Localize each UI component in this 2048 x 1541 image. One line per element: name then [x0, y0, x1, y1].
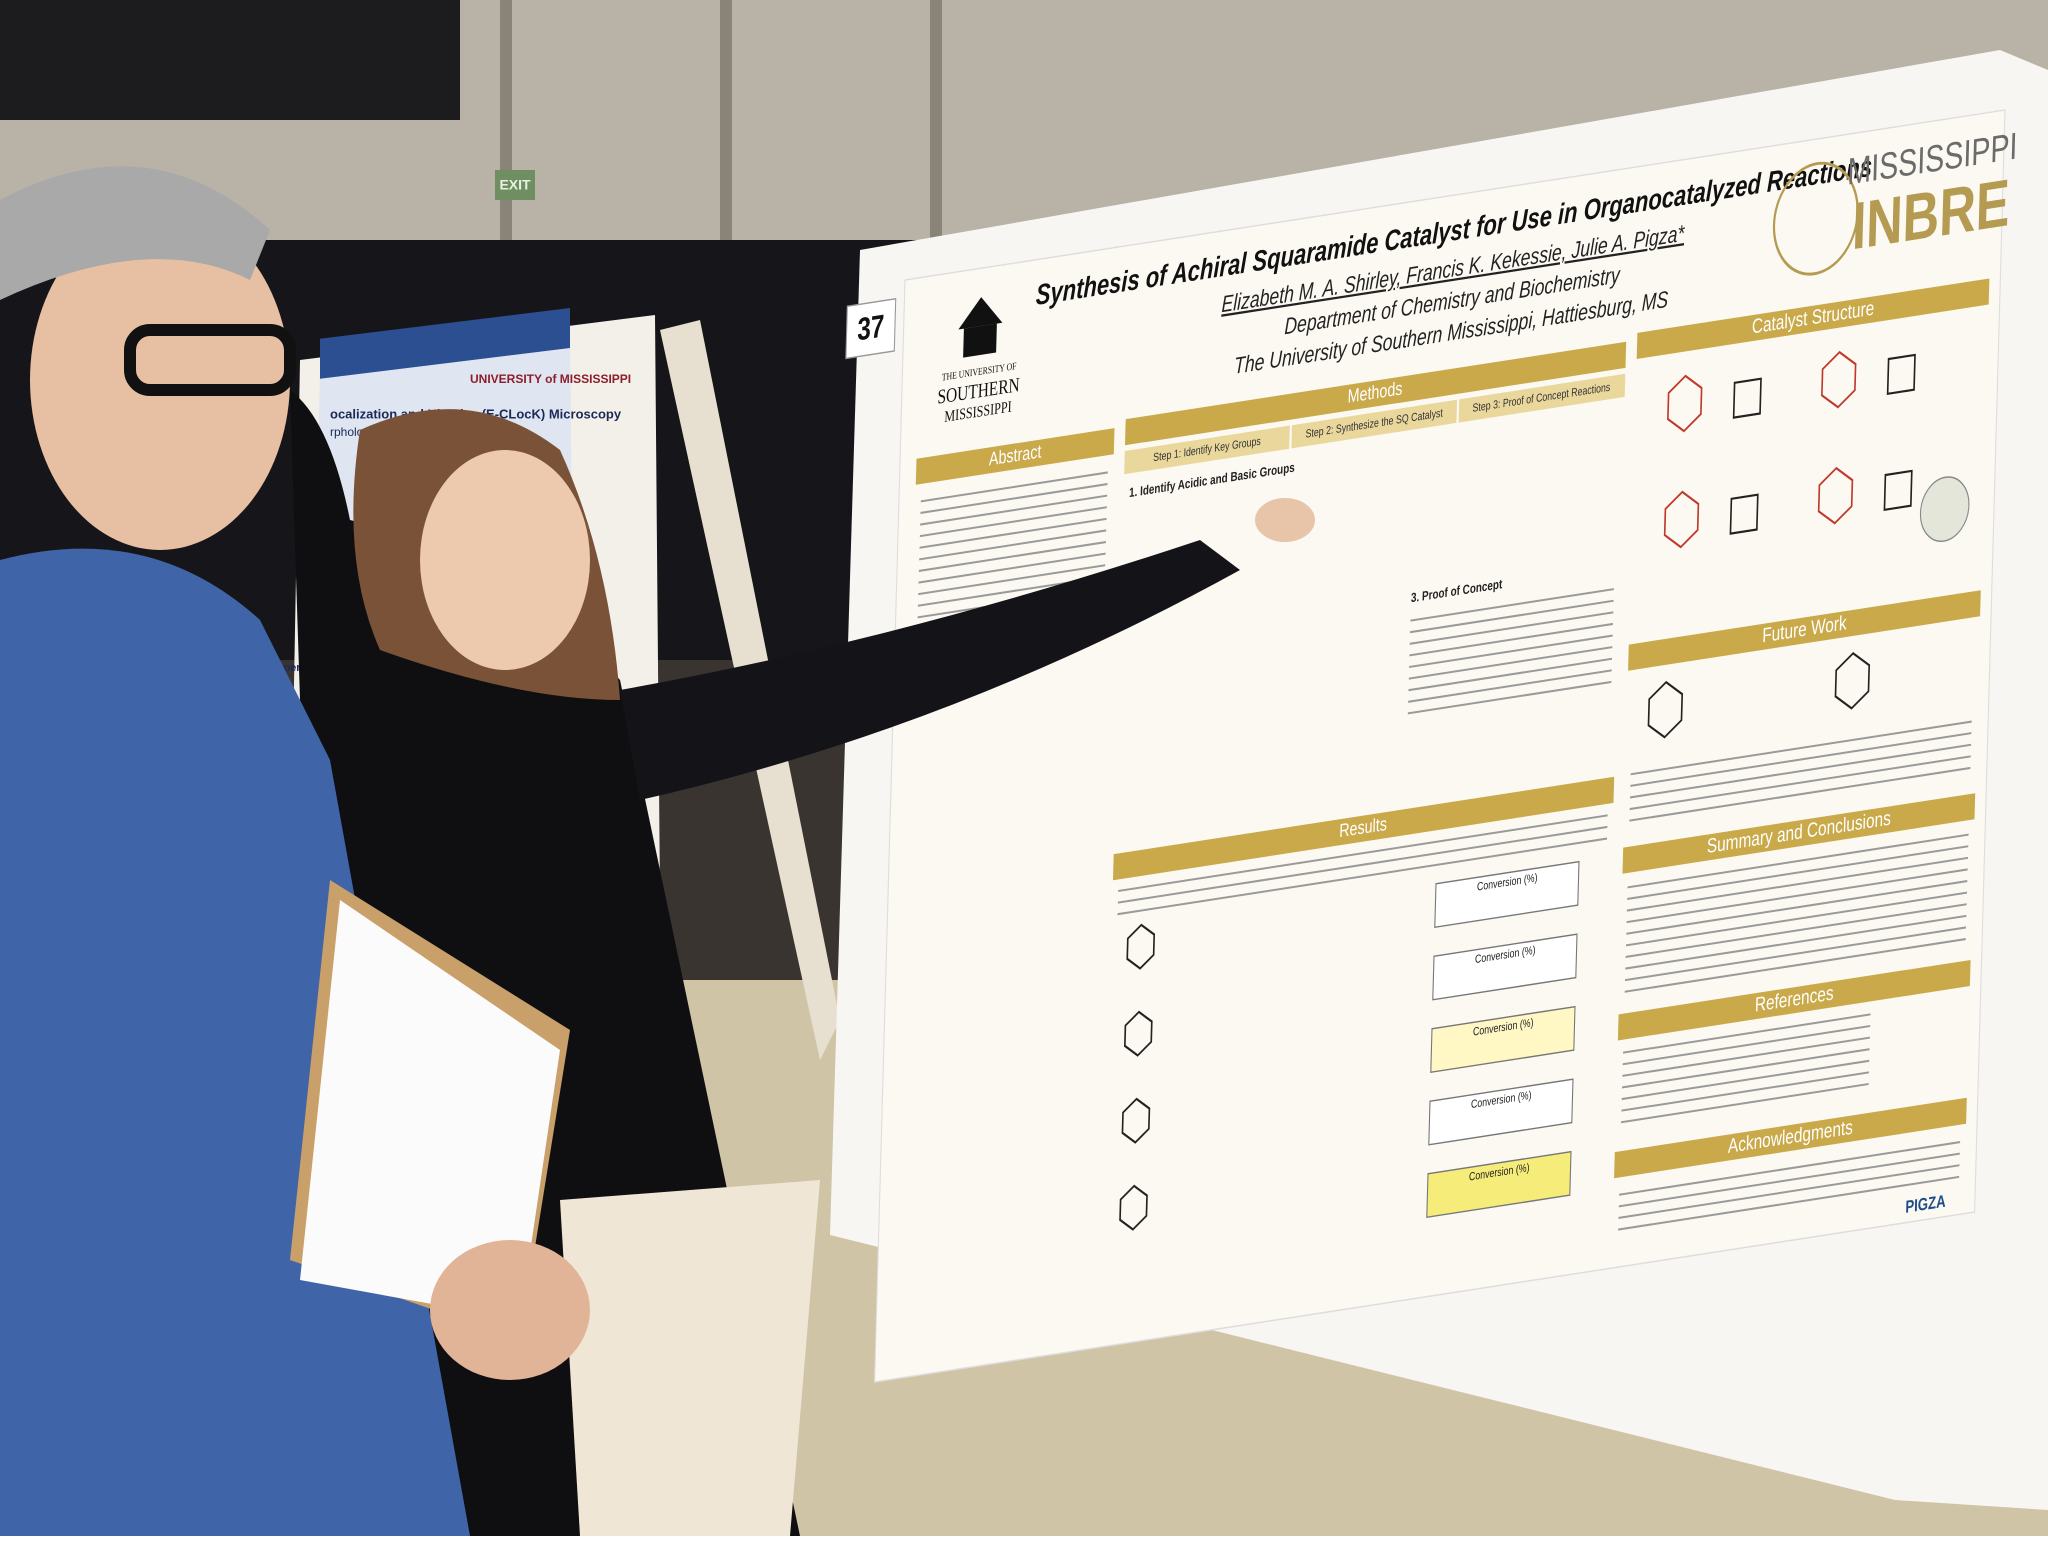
- exit-sign: [495, 170, 535, 200]
- poster-number: 37: [857, 308, 885, 348]
- number-card: [845, 297, 897, 360]
- step-bars: [1124, 373, 1626, 475]
- woman-trousers: [560, 1180, 820, 1536]
- man-hand: [430, 1240, 590, 1380]
- body-text: [917, 471, 1972, 1231]
- background-poster-logo: UNIVERSITY of MISSISSIPPI: [470, 372, 631, 386]
- wall-panels: [500, 0, 942, 260]
- background-poster-header: [320, 308, 570, 379]
- inbre-emblem: [1772, 161, 1859, 276]
- section-bars: [915, 278, 1990, 1179]
- chemical-drawings: [1119, 353, 1916, 1231]
- woman-face: [420, 450, 590, 670]
- man-hair: [0, 166, 270, 300]
- screen: [0, 0, 460, 120]
- woman-arm: [620, 540, 1240, 800]
- judging-form: [300, 900, 560, 1320]
- man-face: [30, 210, 290, 550]
- conversion-tables: [1426, 860, 1580, 1219]
- usm-logo: [958, 297, 1003, 358]
- catalyst-drawings: [1663, 350, 1857, 549]
- exit-text: EXIT: [499, 177, 531, 193]
- woman-hand: [1255, 498, 1315, 542]
- man-glasses: [124, 324, 296, 396]
- photo-sample: [1919, 476, 1970, 542]
- poster: 37 Synthesis of Achiral Squaramide Catal…: [845, 109, 2018, 1383]
